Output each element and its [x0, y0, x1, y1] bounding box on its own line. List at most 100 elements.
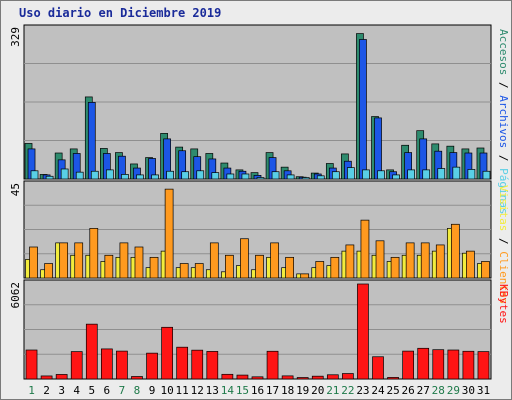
x-tick-label-day-7: 7: [119, 384, 126, 397]
bar-kbytes-kbytes-day-27: [417, 347, 430, 380]
bar-kbytes-kbytes-day-4: [70, 351, 83, 380]
bar-hits-páginas-day-4: [75, 171, 84, 180]
legend-entry: /: [497, 231, 510, 251]
y-max-label-hits: 329: [9, 27, 22, 47]
x-tick-label-day-1: 1: [28, 384, 35, 397]
bar-visits-clientes-day-17: [270, 242, 279, 279]
bar-hits-páginas-day-17: [271, 171, 280, 180]
bar-kbytes-kbytes-day-20: [311, 375, 324, 380]
legend-entry: Clientes: [497, 251, 510, 304]
bar-kbytes-kbytes-day-21: [326, 374, 339, 380]
x-tick-label-day-27: 27: [417, 384, 430, 397]
bar-visits-clientes-day-14: [225, 254, 234, 279]
x-tick-label-day-22: 22: [341, 384, 354, 397]
bar-visits-clientes-day-18: [285, 256, 294, 279]
x-tick-label-day-17: 17: [266, 384, 279, 397]
bar-kbytes-kbytes-day-28: [432, 349, 445, 380]
bar-hits-páginas-day-6: [105, 169, 114, 180]
x-tick-label-day-10: 10: [160, 384, 173, 397]
bar-visits-clientes-day-7: [119, 242, 129, 279]
bar-visits-clientes-day-29: [450, 223, 460, 279]
bar-hits-páginas-day-25: [392, 174, 400, 180]
bar-hits-archivos-day-24: [374, 117, 382, 180]
bar-hits-páginas-day-7: [121, 174, 129, 180]
x-tick-label-day-16: 16: [251, 384, 264, 397]
x-tick-label-day-18: 18: [281, 384, 294, 397]
bar-kbytes-kbytes-day-29: [447, 349, 460, 380]
bar-hits-páginas-day-1: [30, 170, 39, 180]
bar-hits-páginas-day-8: [136, 174, 144, 180]
bar-hits-páginas-day-2: [45, 175, 54, 180]
bar-visits-clientes-day-23: [360, 219, 370, 279]
bar-visits-clientes-day-31: [481, 261, 490, 279]
legend-visits: Visitas / Clientes: [497, 185, 510, 304]
bar-hits-páginas-day-10: [166, 170, 174, 180]
bar-kbytes-kbytes-day-6: [100, 348, 113, 380]
bar-kbytes-kbytes-day-3: [55, 374, 68, 380]
bar-hits-páginas-day-29: [452, 166, 461, 180]
bar-kbytes-kbytes-day-24: [372, 356, 384, 380]
bar-hits-páginas-day-12: [196, 170, 205, 180]
x-tick-label-day-6: 6: [104, 384, 111, 397]
bar-visits-clientes-day-26: [405, 242, 415, 279]
legend-entry: Visitas: [497, 185, 510, 231]
bar-hits-páginas-day-26: [407, 169, 415, 180]
bar-hits-páginas-day-13: [211, 172, 220, 180]
bar-visits-clientes-day-11: [179, 263, 189, 279]
bar-visits-clientes-day-3: [59, 242, 69, 279]
x-tick-label-day-21: 21: [326, 384, 339, 397]
bar-hits-páginas-day-11: [181, 171, 190, 180]
x-tick-label-day-12: 12: [191, 384, 204, 397]
bar-kbytes-kbytes-day-26: [402, 350, 414, 380]
bar-kbytes-kbytes-day-22: [342, 373, 354, 380]
bar-hits-páginas-day-22: [347, 167, 355, 180]
legend-hits: Accesos / Archivos / Páginas: [497, 29, 510, 214]
legend-entry: Accesos: [497, 29, 510, 75]
x-tick-label-day-11: 11: [176, 384, 189, 397]
y-max-label-visits: 45: [9, 183, 22, 196]
bar-hits-páginas-day-15: [241, 173, 250, 180]
x-tick-label-day-31: 31: [477, 384, 490, 397]
bar-kbytes-kbytes-day-2: [40, 375, 53, 380]
bar-kbytes-kbytes-day-17: [266, 350, 279, 380]
bar-visits-clientes-day-10: [164, 188, 174, 279]
bar-hits-páginas-day-18: [286, 174, 295, 180]
legend-entry: Páginas: [497, 168, 510, 214]
legend-entry: /: [497, 148, 510, 168]
bar-kbytes-kbytes-day-15: [236, 374, 249, 380]
x-tick-label-day-5: 5: [88, 384, 95, 397]
x-tick-label-day-25: 25: [386, 384, 399, 397]
bar-visits-clientes-day-12: [194, 263, 204, 279]
bar-visits-clientes-day-30: [466, 250, 475, 279]
bar-hits-páginas-day-16: [256, 177, 265, 180]
legend-entry: KBytes: [497, 284, 510, 324]
y-max-label-kbytes: 6062: [9, 282, 22, 309]
bar-visits-clientes-day-5: [89, 228, 99, 279]
x-tick-label-day-13: 13: [206, 384, 219, 397]
x-tick-label-day-30: 30: [462, 384, 475, 397]
bar-visits-clientes-day-16: [255, 254, 264, 279]
bar-hits-páginas-day-5: [90, 170, 99, 180]
bar-visits-clientes-day-2: [44, 263, 53, 279]
legend-kbytes: KBytes: [497, 284, 510, 324]
bar-hits-páginas-day-3: [60, 168, 69, 180]
bar-hits-páginas-day-31: [482, 170, 491, 180]
bar-visits-clientes-day-6: [104, 254, 114, 279]
bar-kbytes-kbytes-day-19: [296, 377, 309, 380]
bar-visits-clientes-day-24: [375, 240, 385, 279]
x-tick-label-day-24: 24: [371, 384, 385, 397]
bar-kbytes-kbytes-day-18: [281, 375, 294, 380]
legend-entry: Archivos: [497, 95, 510, 148]
bar-hits-páginas-day-21: [331, 171, 340, 180]
bar-visits-clientes-day-15: [240, 238, 249, 279]
bar-hits-páginas-day-20: [316, 175, 325, 180]
x-tick-label-day-2: 2: [43, 384, 50, 397]
bar-hits-páginas-day-14: [226, 173, 235, 180]
bar-kbytes-kbytes-day-10: [161, 326, 173, 380]
x-tick-label-day-3: 3: [58, 384, 65, 397]
bar-kbytes-kbytes-day-16: [251, 376, 264, 380]
x-tick-label-day-19: 19: [296, 384, 309, 397]
bar-hits-páginas-day-24: [377, 170, 385, 180]
